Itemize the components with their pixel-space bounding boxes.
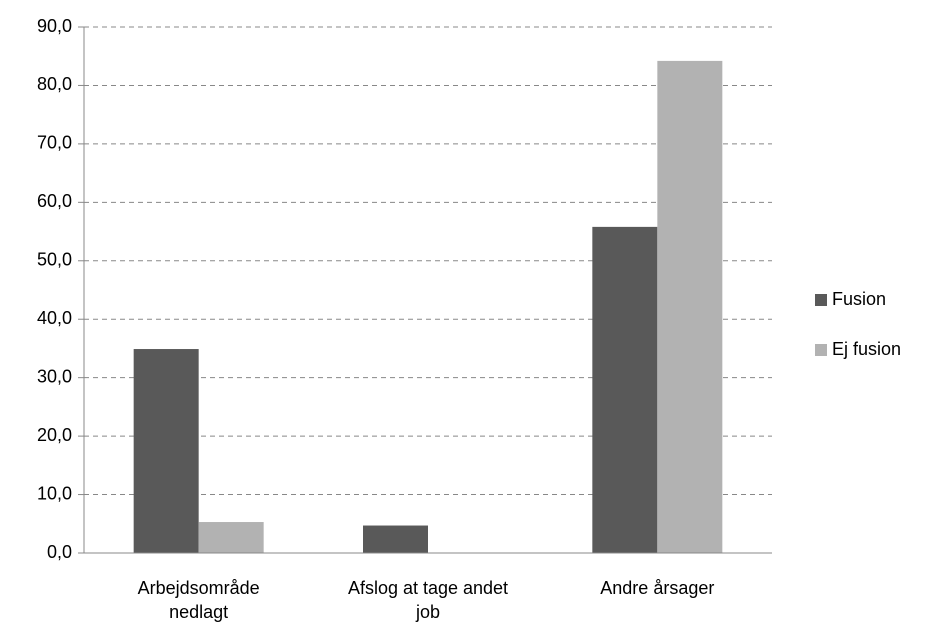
bar [592, 226, 658, 553]
bar [363, 525, 428, 553]
bar [133, 349, 199, 553]
legend-swatch [815, 344, 827, 356]
y-tick-label: 10,0 [37, 483, 72, 503]
y-tick-label: 40,0 [37, 308, 72, 328]
y-tick-label: 20,0 [37, 425, 72, 445]
y-tick-label: 30,0 [37, 366, 72, 386]
x-tick-label: Andre årsager [600, 578, 715, 598]
bar [198, 522, 264, 553]
legend-label: Fusion [832, 289, 886, 309]
y-tick-label: 80,0 [37, 74, 72, 94]
x-tick-label: Afslog at tage andet job [347, 578, 509, 622]
y-tick-label: 70,0 [37, 133, 72, 153]
y-tick-label: 90,0 [37, 16, 72, 36]
y-tick-label: 50,0 [37, 250, 72, 270]
bar [657, 60, 723, 554]
y-tick-label: 0,0 [47, 542, 72, 562]
legend-label: Ej fusion [832, 339, 901, 359]
legend-swatch [815, 294, 827, 306]
x-tick-label: Arbejdsområde nedlagt [137, 578, 260, 622]
y-tick-label: 60,0 [37, 191, 72, 211]
